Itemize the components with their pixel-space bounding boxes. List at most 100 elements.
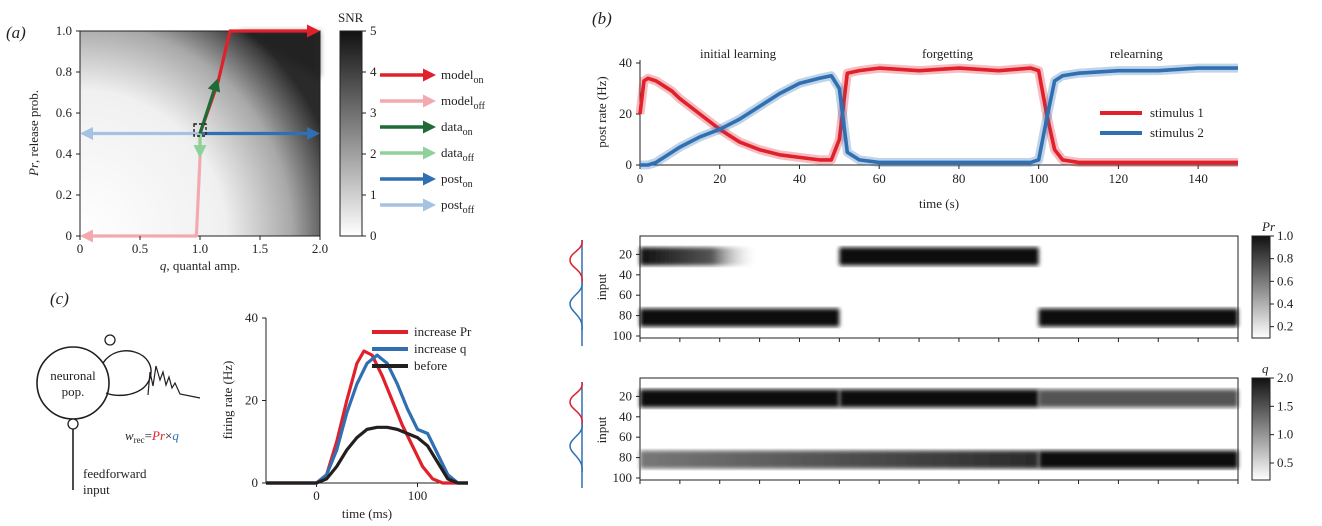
q-colorbar-ticks: 0.5 1.0 1.5 2.0 [1270, 370, 1293, 470]
legend-label-post-off: postoff [441, 197, 475, 216]
series-band-1 [635, 63, 1238, 167]
x-tick-label: 1.5 [252, 241, 268, 256]
x-tick-label: 20 [713, 171, 726, 186]
legend-arrowhead [423, 146, 436, 160]
colorbar-tick-label: 0 [370, 228, 377, 243]
panel-a-paths [80, 24, 320, 243]
feedforward-synapse [67, 418, 79, 430]
y-tick-label: 1.0 [56, 23, 72, 38]
panel-label-c: (c) [50, 289, 69, 308]
input-band [640, 308, 840, 327]
legend-sub: on [463, 179, 473, 190]
x-tick-label: 60 [873, 171, 886, 186]
x-tick-label: 80 [952, 171, 965, 186]
q-colorbar-title: q [1262, 361, 1269, 376]
panel-label-a: (a) [6, 23, 26, 42]
colorbar-tick-label: 0.4 [1277, 296, 1294, 311]
arrowhead-data-off [193, 145, 207, 159]
psp-trace-icon [147, 365, 201, 399]
panel-a-heatmap: 0 0.5 1.0 1.5 2.0 0 0.2 0.4 0.6 0.8 1.0 q, quanta… [26, 23, 328, 273]
y-tick-label: 20 [619, 106, 632, 121]
pr-stimulus-profile [569, 239, 583, 346]
y-tick-label: 0 [626, 157, 633, 172]
legend-arrowhead [423, 120, 436, 134]
pr-colorbar-ticks: 0.2 0.4 0.6 0.8 1.0 [1270, 228, 1294, 334]
panel-a-xticks: 0 0.5 1.0 1.5 2.0 [77, 236, 328, 256]
panel-label-b: (b) [592, 9, 612, 28]
start-point-marker [193, 123, 207, 137]
colorbar-tick-label: 2 [370, 146, 377, 161]
colorbar-tick-label: 1 [370, 187, 377, 202]
colorbar-tick-label: 1.0 [1277, 427, 1293, 442]
legend-label-stimulus-1: stimulus 1 [1150, 105, 1204, 120]
q-yticks: 20 40 60 80 100 [613, 388, 640, 485]
input-band [640, 450, 1039, 469]
y-tick-label: 0.6 [56, 105, 73, 120]
snr-colorbar-title: SNR [338, 10, 364, 25]
arrowhead-model-on [307, 24, 320, 38]
colorbar-tick-label: 0.5 [1277, 455, 1293, 470]
legend-main: model [441, 93, 474, 108]
panel-b-xticks: 0 20 40 60 80 100 120 140 [637, 165, 1208, 186]
x-tick-label: 40 [793, 171, 806, 186]
y-tick-label: 40 [619, 267, 632, 282]
legend-label-data-off: dataoff [441, 145, 475, 164]
y-tick-label: 20 [245, 393, 258, 408]
arrowhead-post-on [307, 127, 320, 140]
colorbar-tick-label: 3 [370, 105, 377, 120]
x-tick-label: 100 [408, 488, 428, 503]
legend-label-model-on: modelon [441, 67, 484, 86]
w-rec-equation: wrec=Pr×q [125, 428, 179, 445]
y-tick-label: 20 [619, 246, 632, 261]
pr-xticks [639, 338, 1239, 342]
legend-label-stimulus-2: stimulus 2 [1150, 125, 1204, 140]
input-label-1: feedforward [83, 466, 147, 481]
legend-label-data-on: dataon [441, 119, 473, 138]
legend-main: model [441, 67, 474, 82]
y-tick-label: 60 [619, 287, 632, 302]
x-tick-label: 0 [77, 241, 84, 256]
snr-colorbar-ticks: 0 1 2 3 4 5 [362, 23, 377, 243]
legend-arrowhead [423, 198, 436, 212]
x-tick-label: 2.0 [312, 241, 328, 256]
panel-b-series [635, 63, 1238, 170]
y-tick-label: 0.2 [56, 187, 72, 202]
colorbar-tick-label: 5 [370, 23, 377, 38]
colorbar-tick-label: 0.8 [1277, 251, 1293, 266]
legend-arrowhead [423, 68, 436, 82]
panel-c-xlabel: time (ms) [342, 506, 392, 521]
input-band [640, 389, 840, 408]
x-tick-label: 120 [1109, 171, 1129, 186]
snr-colorbar-gradient [339, 30, 363, 237]
panel-b-lines: 0 20 40 60 80 100 120 140 0 20 40 initial learnin… [594, 46, 1238, 211]
legend-label-increase-q: increase q [414, 341, 467, 356]
panel-c-lines: 0 100 0 20 40 increase Pr increase q before t… [220, 310, 472, 521]
input-band [1038, 389, 1238, 408]
panel-a-legend: modelonmodeloffdataondataoffpostonpostof… [380, 67, 486, 216]
recurrent-loop [102, 350, 152, 396]
pr-colorbar-title: Pr [1261, 219, 1276, 234]
legend-sub: on [474, 75, 484, 86]
input-band [1038, 308, 1238, 327]
arrowhead-model-off [80, 229, 93, 243]
input-band [640, 247, 760, 266]
legend-sub: off [463, 153, 475, 164]
colorbar-tick-label: 0.2 [1277, 319, 1293, 334]
q-bands [640, 389, 1238, 469]
panel-c-yticks: 0 20 40 [245, 310, 266, 490]
panel-c-ylabel: firing rate (Hz) [220, 361, 235, 440]
legend-main: data [441, 145, 463, 160]
x-tick-label: 100 [1029, 171, 1049, 186]
arrowhead-post-off [80, 127, 93, 140]
legend-label-before: before [414, 358, 447, 373]
q-ylabel: input [594, 416, 609, 443]
pr-bands [640, 247, 1238, 327]
phase-initial-learning: initial learning [700, 46, 777, 61]
x-tick-label: 0 [313, 488, 320, 503]
y-tick-label: 0 [66, 228, 73, 243]
legend-main: post [441, 171, 463, 186]
series-band-2 [640, 63, 1238, 170]
panel-b-yticks: 0 20 40 [619, 55, 640, 172]
y-tick-label: 40 [245, 310, 258, 325]
population-label-2: pop. [62, 384, 85, 399]
